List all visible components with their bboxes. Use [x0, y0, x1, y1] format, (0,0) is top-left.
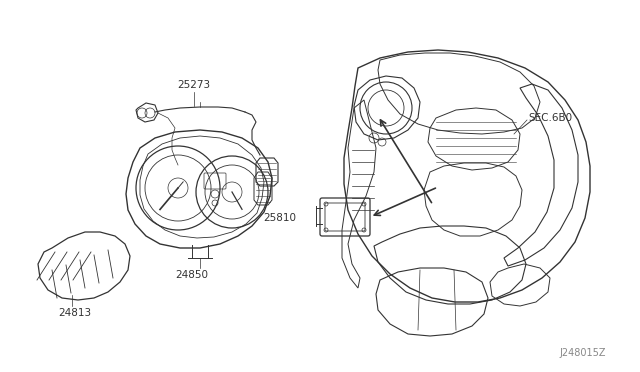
Text: SEC.6B0: SEC.6B0	[528, 113, 572, 123]
Text: J248015Z: J248015Z	[559, 348, 606, 358]
Text: 24850: 24850	[175, 270, 209, 280]
Text: 25273: 25273	[177, 80, 211, 90]
Text: 25810: 25810	[263, 213, 296, 223]
Text: 24813: 24813	[58, 308, 91, 318]
